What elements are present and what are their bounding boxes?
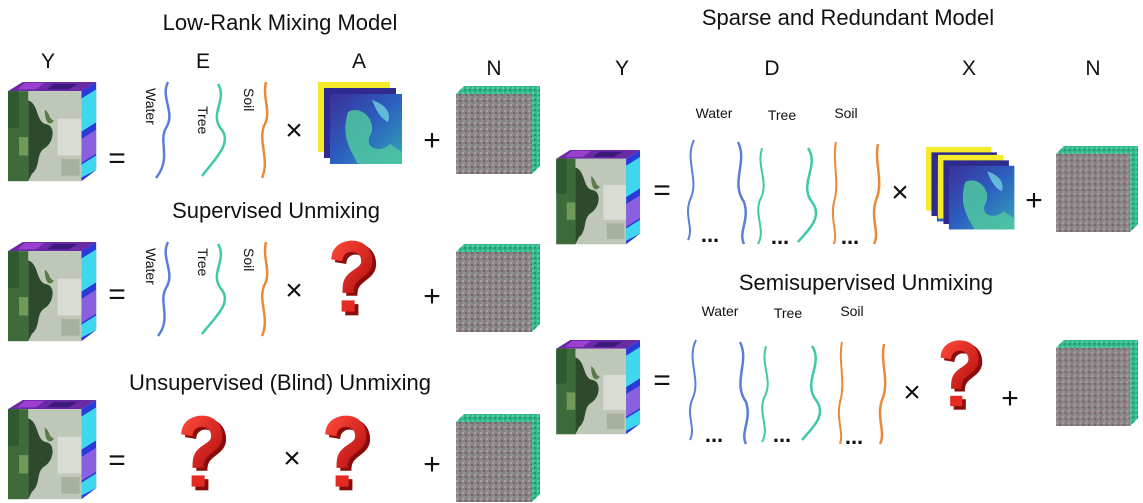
tree-atom-curve bbox=[757, 147, 765, 245]
row-supervised: = Water Tree Soil × + bbox=[8, 240, 540, 342]
ellipsis: ... bbox=[773, 422, 791, 447]
question-mark-icon bbox=[325, 415, 371, 491]
tree-endmember-curve bbox=[201, 243, 227, 335]
label-water: Water bbox=[696, 105, 733, 121]
plus-sign: + bbox=[423, 124, 441, 157]
sparse-coefficients-x bbox=[926, 146, 1015, 230]
ellipsis: ... bbox=[701, 222, 719, 247]
label-soil: Soil bbox=[241, 88, 257, 111]
var-e: E bbox=[196, 50, 210, 73]
tree-atom-curve bbox=[761, 345, 769, 443]
equals-sign: = bbox=[653, 174, 671, 207]
title-sparse: Sparse and Redundant Model bbox=[702, 5, 994, 30]
title-semisupervised: Semisupervised Unmixing bbox=[739, 270, 993, 295]
water-atom-curve bbox=[687, 139, 695, 241]
equals-sign: = bbox=[653, 364, 671, 397]
water-atom-curve bbox=[738, 341, 749, 445]
plus-sign: + bbox=[423, 448, 441, 481]
var-y-left: Y bbox=[41, 50, 55, 73]
question-mark-icon bbox=[331, 240, 377, 316]
row-semisupervised: Water Tree Soil = ... ... ... × + bbox=[556, 303, 1139, 449]
water-atom-curve bbox=[736, 141, 747, 245]
var-d: D bbox=[764, 57, 779, 80]
abundance-maps-a bbox=[318, 82, 402, 164]
equals-sign: = bbox=[108, 278, 126, 311]
noise-cube-n bbox=[1056, 340, 1139, 426]
water-endmember-curve bbox=[156, 241, 171, 337]
label-tree: Tree bbox=[195, 248, 211, 276]
noise-cube-n bbox=[456, 86, 540, 174]
times-sign: × bbox=[903, 376, 921, 409]
tree-atom-curve bbox=[797, 147, 818, 243]
plus-sign: + bbox=[423, 280, 441, 313]
soil-atom-curve bbox=[831, 141, 838, 245]
title-supervised: Supervised Unmixing bbox=[172, 198, 380, 223]
var-y-right: Y bbox=[615, 57, 629, 80]
noise-cube-n bbox=[1056, 146, 1139, 232]
ellipsis: ... bbox=[841, 224, 859, 249]
hyperspectral-cube-y bbox=[556, 340, 641, 435]
label-soil: Soil bbox=[241, 248, 257, 271]
question-mark-icon bbox=[181, 415, 227, 491]
noise-cube-n bbox=[456, 244, 540, 332]
tree-endmember-curve bbox=[201, 83, 227, 177]
water-atom-curve bbox=[689, 339, 697, 441]
equals-sign: = bbox=[108, 444, 126, 477]
label-soil: Soil bbox=[834, 105, 857, 121]
var-x: X bbox=[962, 57, 976, 80]
label-tree: Tree bbox=[195, 106, 211, 134]
title-unsupervised: Unsupervised (Blind) Unmixing bbox=[129, 370, 431, 395]
soil-atom-curve bbox=[878, 343, 887, 445]
label-water: Water bbox=[143, 88, 159, 125]
label-soil: Soil bbox=[840, 303, 863, 319]
soil-endmember-curve bbox=[260, 81, 269, 179]
row-low-rank: = Water Tree Soil × + bbox=[8, 81, 540, 182]
soil-atom-curve bbox=[872, 143, 881, 245]
equals-sign: = bbox=[108, 142, 126, 175]
var-a: A bbox=[352, 50, 366, 73]
coefficient-layer bbox=[938, 154, 1015, 230]
ellipsis: ... bbox=[845, 424, 863, 449]
ellipsis: ... bbox=[705, 422, 723, 447]
label-tree: Tree bbox=[774, 305, 802, 321]
tree-atom-curve bbox=[801, 345, 822, 441]
soil-atom-curve bbox=[837, 341, 844, 445]
hyperspectral-cube-y bbox=[8, 242, 97, 342]
label-water: Water bbox=[143, 248, 159, 285]
times-sign: × bbox=[285, 274, 303, 307]
label-water: Water bbox=[702, 303, 739, 319]
title-low-rank: Low-Rank Mixing Model bbox=[163, 10, 398, 35]
times-sign: × bbox=[283, 442, 301, 475]
ellipsis: ... bbox=[771, 224, 789, 249]
hyperspectral-cube-y bbox=[556, 150, 641, 245]
soil-endmember-curve bbox=[260, 241, 269, 337]
times-sign: × bbox=[285, 114, 303, 147]
noise-cube-n bbox=[456, 414, 540, 502]
var-n-left: N bbox=[486, 57, 501, 80]
times-sign: × bbox=[891, 176, 909, 209]
plus-sign: + bbox=[1025, 184, 1043, 217]
water-endmember-curve bbox=[154, 81, 171, 179]
plus-sign: + bbox=[1001, 382, 1019, 415]
label-tree: Tree bbox=[768, 107, 796, 123]
hyperspectral-cube-y bbox=[8, 400, 97, 500]
var-n-right: N bbox=[1085, 57, 1100, 80]
question-mark-icon bbox=[940, 340, 983, 410]
row-sparse: Water Tree Soil = ... ... ... × + bbox=[556, 105, 1139, 249]
hyperspectral-cube-y bbox=[8, 82, 97, 182]
row-unsupervised: = × + bbox=[8, 400, 540, 502]
